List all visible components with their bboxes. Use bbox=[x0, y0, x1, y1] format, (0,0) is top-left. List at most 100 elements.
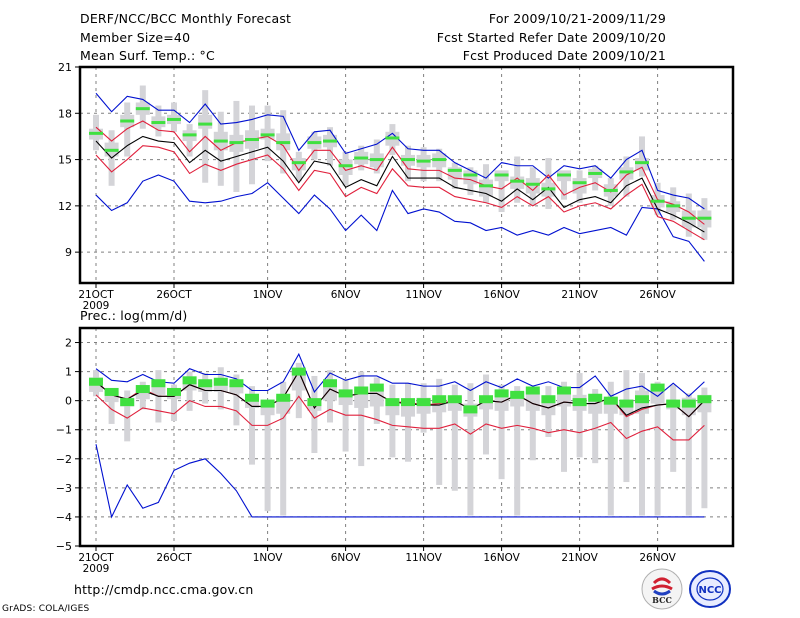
forecast-started-date: Fcst Started Refer Date 2009/10/20 bbox=[436, 30, 666, 45]
marker-point bbox=[229, 141, 244, 145]
marker-point bbox=[151, 379, 166, 388]
marker-point bbox=[245, 138, 259, 142]
marker-point bbox=[525, 386, 540, 395]
marker-point bbox=[291, 367, 306, 376]
marker-point bbox=[494, 173, 509, 177]
marker-point bbox=[213, 377, 228, 386]
grads-credit: GrADS: COLA/IGES bbox=[2, 604, 90, 614]
marker-point bbox=[323, 379, 337, 388]
marker-point bbox=[89, 131, 103, 135]
x-tick-label: 26NOV bbox=[639, 289, 676, 301]
marker-point bbox=[619, 170, 634, 174]
box-bar bbox=[525, 178, 540, 194]
marker-point bbox=[198, 122, 213, 126]
series-line-lower bbox=[95, 145, 705, 241]
marker-point bbox=[213, 139, 228, 143]
box-bar bbox=[135, 387, 150, 400]
marker-point bbox=[588, 171, 603, 175]
box-bar bbox=[104, 390, 119, 403]
whisker-bar bbox=[639, 373, 645, 516]
whisker-bar bbox=[358, 371, 365, 467]
marker-point bbox=[260, 399, 275, 408]
ncc-logo-text: NCC bbox=[698, 585, 721, 596]
marker-point bbox=[510, 179, 525, 183]
y-tick-label: −1 bbox=[56, 424, 72, 437]
y-tick-label: 21 bbox=[58, 61, 72, 74]
marker-point bbox=[229, 379, 244, 388]
whisker-bar bbox=[108, 389, 115, 424]
bcc-logo: BCC bbox=[641, 568, 683, 610]
y-tick-label: 9 bbox=[65, 246, 72, 259]
series-line-max bbox=[95, 92, 705, 210]
y-tick-label: −4 bbox=[56, 511, 72, 524]
whisker-bar bbox=[233, 374, 240, 426]
marker-point bbox=[182, 133, 197, 137]
member-size-label: Member Size=40 bbox=[80, 30, 191, 45]
marker-point bbox=[401, 158, 415, 162]
series-line-min bbox=[95, 444, 705, 519]
plot-frame bbox=[78, 65, 735, 285]
marker-point bbox=[385, 398, 400, 407]
x-tick-label: 11NOV bbox=[405, 289, 442, 301]
series-line-max bbox=[95, 352, 705, 398]
whisker-bar bbox=[498, 175, 505, 213]
y-tick-label: 2 bbox=[65, 337, 72, 350]
series-line-lower bbox=[95, 394, 705, 441]
y-tick-label: 1 bbox=[65, 366, 72, 379]
box-bar bbox=[198, 114, 213, 129]
marker-point bbox=[463, 173, 478, 177]
box-bar bbox=[619, 167, 634, 180]
x-tick-label: 6NOV bbox=[331, 289, 362, 301]
box-bar bbox=[229, 381, 244, 394]
box-bar bbox=[635, 158, 649, 171]
whisker-bar bbox=[124, 390, 131, 442]
marker-point bbox=[681, 216, 696, 220]
x-tick-label: 21OCT bbox=[78, 552, 114, 564]
series-line-mean bbox=[95, 135, 705, 233]
marker-point bbox=[557, 173, 571, 177]
plot-frame bbox=[78, 326, 735, 548]
source-url[interactable]: http://cmdp.ncc.cma.gov.cn bbox=[74, 582, 254, 597]
marker-point bbox=[151, 121, 166, 125]
marker-point bbox=[525, 182, 540, 186]
marker-point bbox=[401, 398, 415, 407]
marker-point bbox=[307, 398, 322, 407]
whisker-bar bbox=[451, 384, 458, 491]
marker-point bbox=[588, 393, 603, 402]
whisker-bar bbox=[436, 378, 443, 485]
marker-point bbox=[447, 395, 462, 404]
marker-point bbox=[635, 161, 649, 165]
whisker-bar bbox=[264, 403, 271, 512]
y-tick-label: −5 bbox=[56, 540, 72, 553]
marker-point bbox=[697, 216, 712, 220]
box-bar bbox=[338, 159, 353, 175]
x-tick-label: 21OCT bbox=[78, 289, 114, 301]
whisker-bar bbox=[124, 102, 131, 157]
marker-point bbox=[416, 159, 431, 163]
series-line-mean bbox=[95, 370, 705, 418]
whisker-bar bbox=[639, 136, 645, 177]
whisker-bar bbox=[467, 383, 474, 516]
marker-point bbox=[666, 204, 681, 208]
marker-point bbox=[572, 398, 587, 407]
series-line-upper bbox=[95, 120, 705, 225]
whisker-bar bbox=[592, 389, 599, 464]
marker-point bbox=[135, 385, 150, 394]
marker-point bbox=[494, 389, 509, 398]
box-bar bbox=[245, 396, 259, 408]
marker-point bbox=[135, 107, 150, 111]
marker-point bbox=[369, 158, 384, 162]
y-tick-label: 12 bbox=[58, 200, 72, 213]
marker-point bbox=[369, 383, 384, 392]
x-tick-label: 21NOV bbox=[561, 289, 598, 301]
x-tick-sublabel: 2009 bbox=[83, 300, 110, 312]
marker-point bbox=[666, 399, 681, 408]
x-tick-label: 26OCT bbox=[156, 552, 192, 564]
marker-point bbox=[619, 399, 634, 408]
marker-point bbox=[432, 395, 447, 404]
y-tick-label: −3 bbox=[56, 482, 72, 495]
whisker-bar bbox=[186, 371, 193, 411]
